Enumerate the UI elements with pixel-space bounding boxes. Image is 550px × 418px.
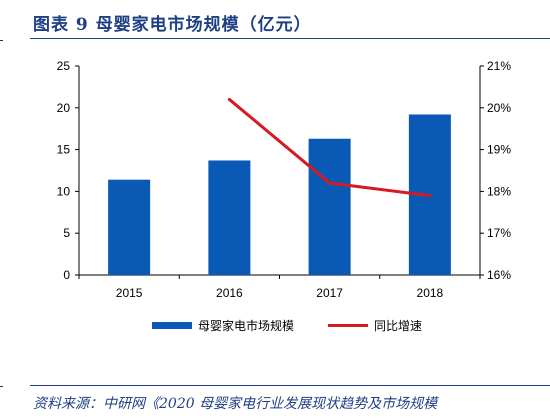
legend-bar-swatch [152,322,192,329]
y-right-tick-label: 17% [487,226,511,240]
title-divider [30,38,550,39]
x-tick-label: 2016 [216,286,243,300]
figure-title-text: 母婴家电市场规模（亿元） [95,15,312,35]
y-left-tick-label: 0 [63,268,70,282]
y-left-tick-label: 5 [63,226,70,240]
figure-title-number: 9 [75,15,89,35]
chart-axes: 0 5 10 15 20 25 16% 17% 18% 19% 20% 21% 2015 2016 2017… [57,59,512,300]
figure-title: 图表 9 母婴家电市场规模（亿元） [33,10,312,35]
chart-legend: 母婴家电市场规模 同比增速 [152,318,422,333]
x-tick-label: 2018 [417,286,444,300]
y-right-tick-label: 19% [487,143,511,157]
legend-bar-label: 母婴家电市场规模 [198,318,294,333]
source-label: 资料来源： [33,396,103,412]
bar [108,179,151,275]
x-tick-label: 2015 [116,286,143,300]
page-edge-mark [0,40,3,41]
growth-rate-point [428,194,432,198]
line-series [227,97,432,198]
growth-rate-point [227,97,231,101]
bar [208,160,251,275]
source-text: 中研网《2020 母婴家电行业发展现状趋势及市场规模 [103,396,438,412]
page-edge-mark [0,386,3,387]
bar-series [108,114,451,275]
y-right-tick-label: 16% [487,268,511,282]
y-right-tick-label: 21% [487,59,511,73]
y-right-tick-label: 20% [487,101,511,115]
source-divider [30,385,550,386]
y-left-tick-label: 15 [57,143,71,157]
bar [308,138,351,275]
y-right-tick-label: 18% [487,184,511,198]
source-note: 资料来源：中研网《2020 母婴家电行业发展现状趋势及市场规模 [33,393,550,413]
x-tick-label: 2017 [316,286,343,300]
y-left-tick-label: 20 [57,101,71,115]
legend-line-label: 同比增速 [374,319,422,333]
y-left-tick-label: 25 [57,59,71,73]
figure-title-prefix: 图表 [33,15,69,35]
chart-area: 0 5 10 15 20 25 16% 17% 18% 19% 20% 21% 2015 2016 2017… [57,59,512,333]
y-left-tick-label: 10 [57,184,71,198]
growth-rate-point [328,181,332,185]
